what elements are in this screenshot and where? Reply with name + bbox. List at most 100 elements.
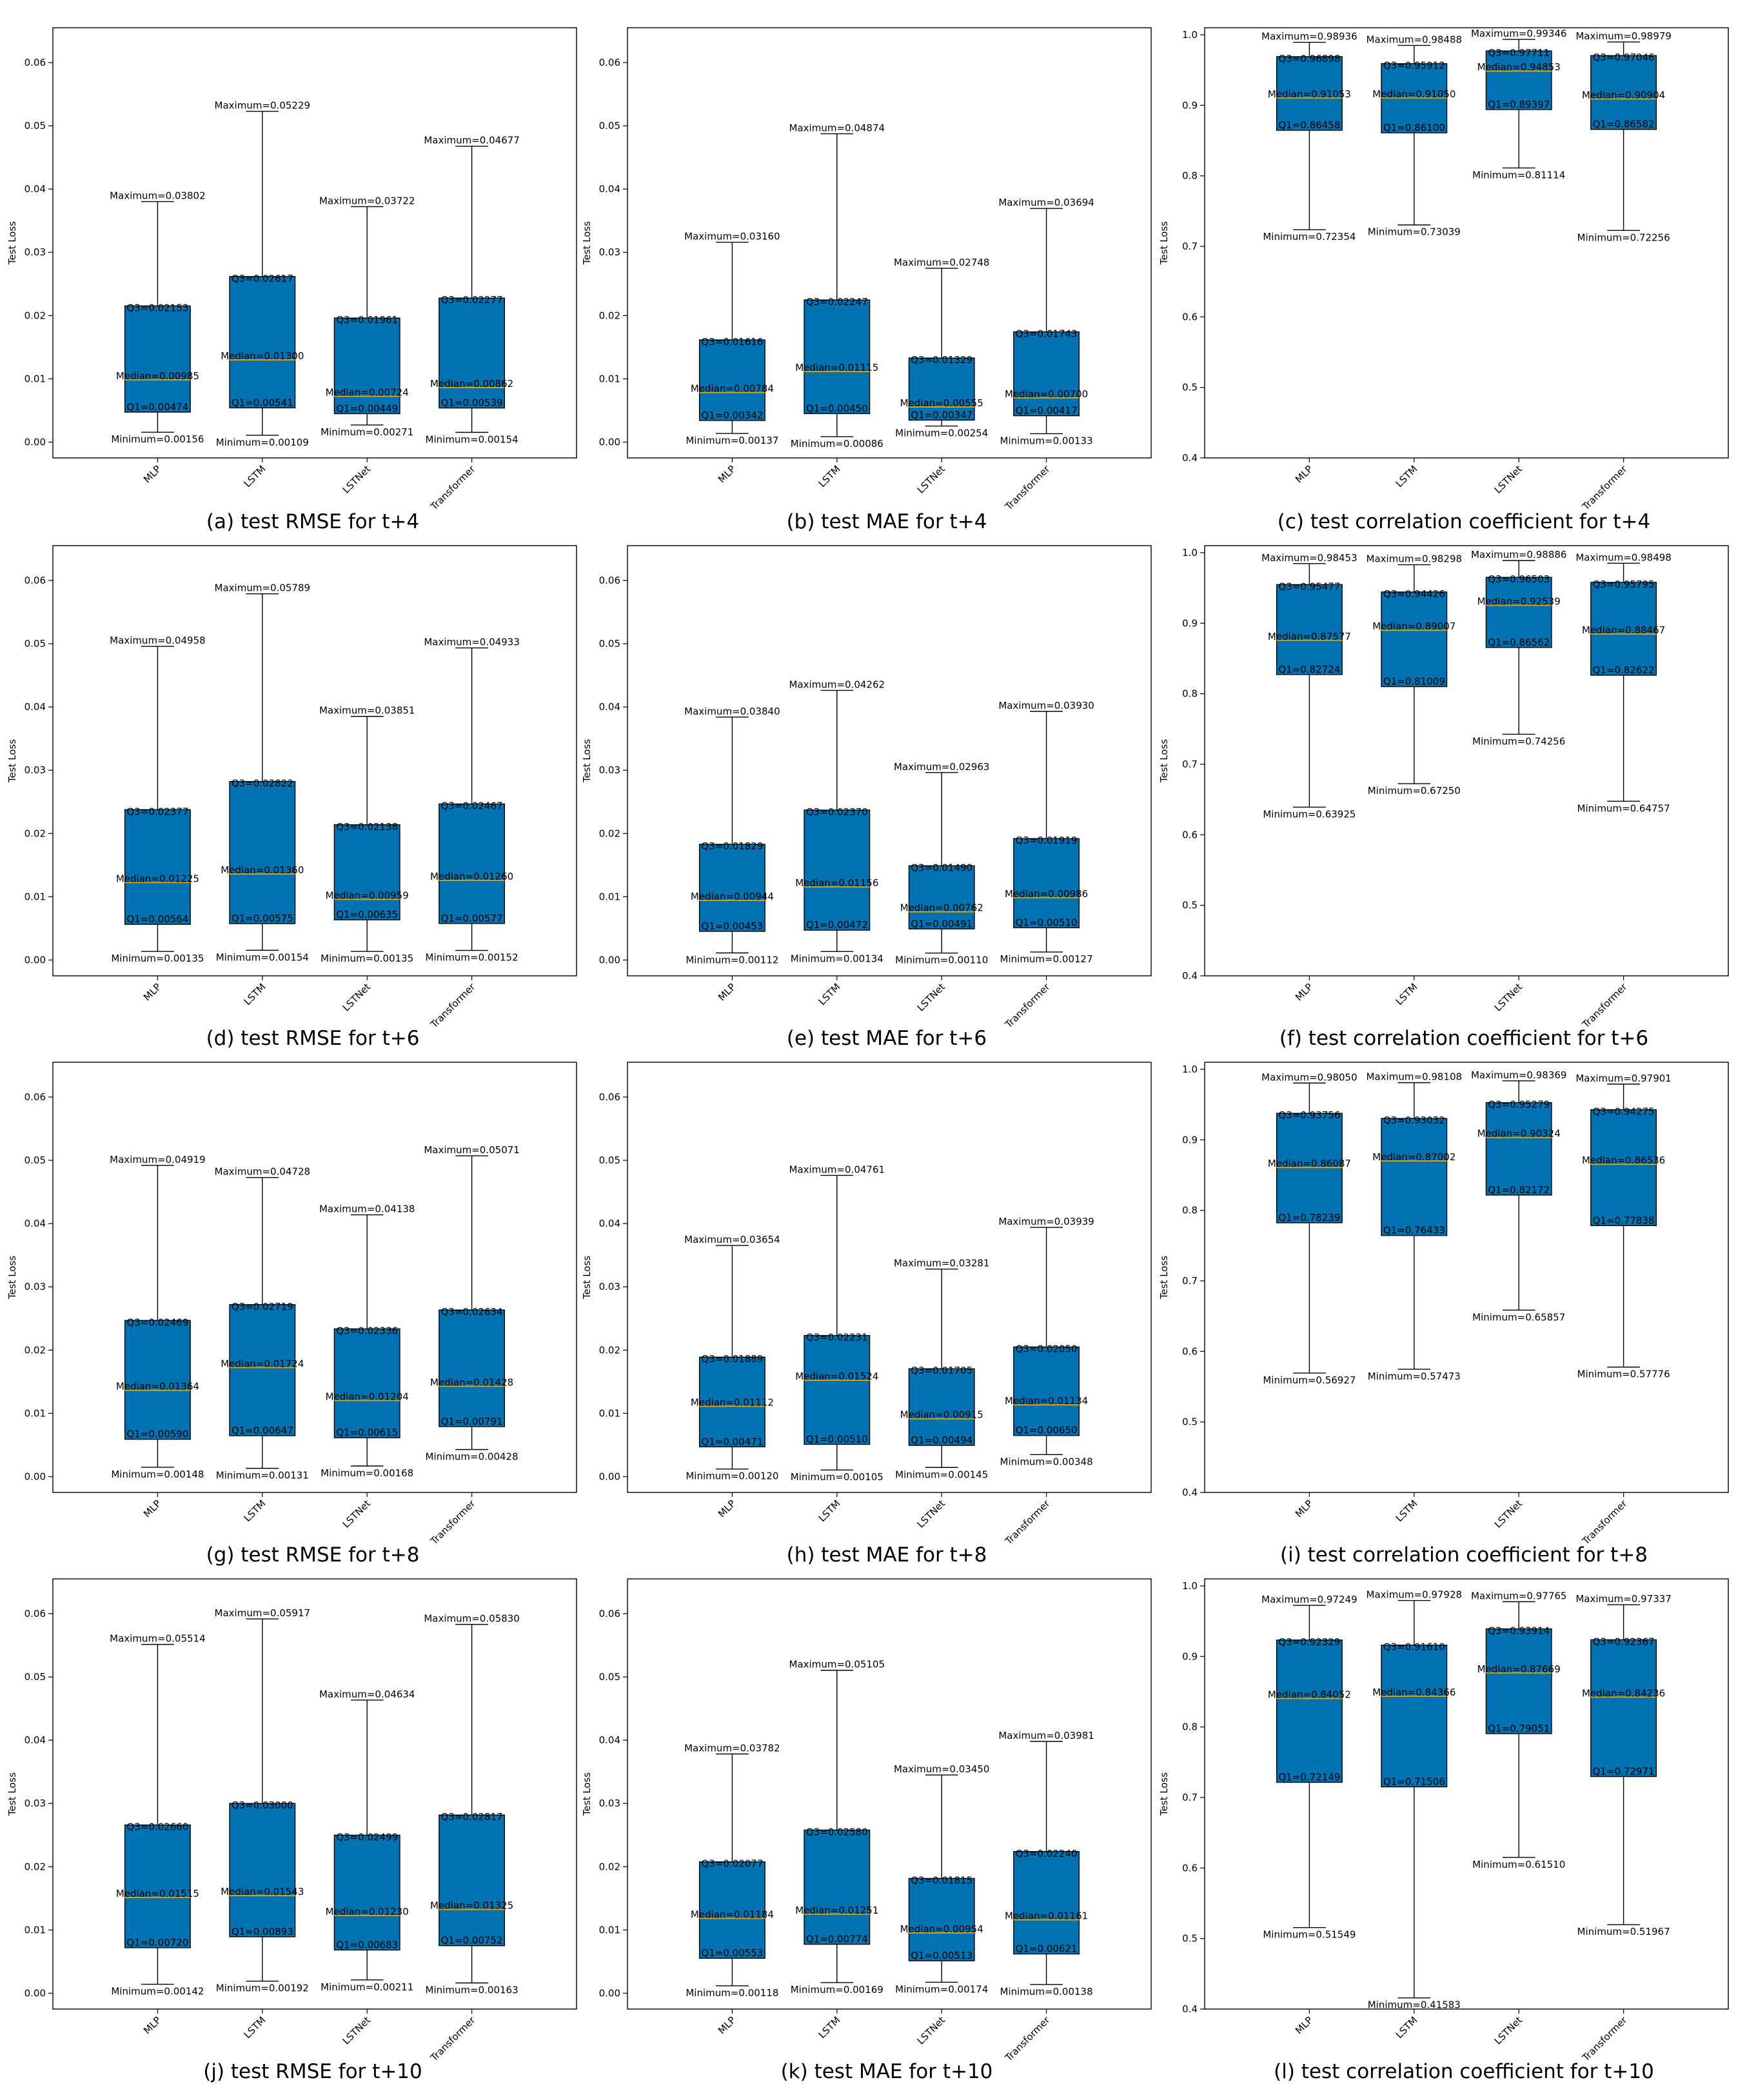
y-tick-label: 0.05: [599, 1154, 620, 1166]
median-label: Median=0.01134: [1005, 1395, 1088, 1407]
max-label: Maximum=0.97249: [1261, 1594, 1357, 1605]
q1-label: Q1=0.00635: [336, 909, 398, 920]
median-label: Median=0.00555: [900, 397, 983, 409]
chart-h: 0.00 0.01 0.02 0.03 0.04 0.05 0.06 Test Loss Max…: [581, 1062, 1152, 1547]
box-lstm: Maximum=0.97928 Q3=0.91610 Median=0.84366 Q…: [1367, 1589, 1463, 2011]
q3-label: Q3=0.95477: [1278, 580, 1340, 592]
max-label: Maximum=0.04138: [319, 1204, 415, 1215]
min-label: Minimum=0.00118: [686, 1987, 778, 1999]
median-label: Median=0.01428: [430, 1376, 513, 1388]
x-tick-label: Transformer: [1579, 2014, 1630, 2065]
q1-label: Q1=0.00647: [232, 1425, 293, 1436]
y-tick-label: 0.05: [599, 1671, 620, 1683]
y-tick-label: 0.5: [1182, 1933, 1198, 1945]
median-label: Median=0.88467: [1582, 624, 1665, 636]
box-mlp: Maximum=0.98453 Q3=0.95477 Median=0.87577 Q…: [1261, 552, 1357, 820]
box-transformer: Maximum=0.03694 Q3=0.01743 Median=0.00700 Q…: [998, 197, 1094, 446]
y-tick-label: 0.02: [25, 1344, 46, 1356]
q3-label: Q3=0.97046: [1593, 52, 1655, 63]
max-label: Maximum=0.03981: [998, 1730, 1094, 1741]
q3-label: Q3=0.02499: [336, 1831, 398, 1843]
q1-label: Q1=0.86458: [1278, 119, 1340, 131]
q3-label: Q3=0.95912: [1383, 60, 1445, 72]
max-label: Maximum=0.98298: [1367, 553, 1463, 565]
q1-label: Q1=0.00450: [806, 402, 868, 414]
median-label: Median=0.01204: [326, 1391, 409, 1402]
box-transformer: Maximum=0.97337 Q3=0.92367 Median=0.84236 Q…: [1575, 1593, 1672, 1937]
min-label: Minimum=0.00135: [321, 953, 413, 964]
median-label: Median=0.00954: [900, 1923, 983, 1935]
q3-label: Q3=0.02719: [232, 1301, 293, 1312]
box-lstm: Maximum=0.05229 Q3=0.02617 Median=0.01300 Q…: [215, 100, 311, 448]
x-tick-label: MLP: [716, 1498, 738, 1520]
min-label: Minimum=0.73039: [1368, 226, 1461, 238]
median-label: Median=0.87669: [1477, 1663, 1561, 1675]
q3-label: Q3=0.02660: [126, 1821, 188, 1833]
y-tick-label: 0.04: [25, 183, 46, 195]
median-label: Median=0.00762: [900, 902, 983, 914]
q1-label: Q1=0.00513: [911, 1950, 972, 1961]
iqr-box: [1276, 584, 1343, 675]
y-tick-label: 0.06: [599, 1608, 620, 1620]
box-mlp: Maximum=0.03840 Q3=0.01829 Median=0.00944 Q…: [684, 706, 780, 966]
q3-label: Q3=0.01616: [701, 336, 763, 348]
x-tick-label: LSTM: [1394, 2014, 1420, 2041]
max-label: Maximum=0.98936: [1261, 31, 1357, 43]
box-mlp: Maximum=0.03654 Q3=0.01889 Median=0.01112 Q…: [684, 1234, 780, 1482]
y-axis-label: Test Loss: [1158, 221, 1170, 265]
box-lstnet: Maximum=0.03722 Q3=0.01961 Median=0.00724 Q…: [319, 195, 415, 438]
y-tick-label: 0.02: [599, 1344, 620, 1356]
min-label: Minimum=0.67250: [1368, 785, 1461, 797]
box-lstnet: Maximum=0.04634 Q3=0.02499 Median=0.01230 Q…: [319, 1689, 415, 1993]
y-tick-label: 0.06: [25, 1608, 46, 1620]
y-tick-label: 0.06: [599, 57, 620, 68]
min-label: Minimum=0.00163: [426, 1984, 518, 1996]
median-label: Median=0.00944: [691, 891, 774, 902]
box-lstm: Maximum=0.98108 Q3=0.93032 Median=0.87002 Q…: [1367, 1071, 1463, 1382]
x-tick-label: Transformer: [1002, 2014, 1052, 2065]
axes-frame: [627, 1578, 1152, 2010]
x-tick-label: LSTNet: [915, 981, 948, 1014]
q3-label: Q3=0.94426: [1383, 588, 1445, 600]
max-label: Maximum=0.97928: [1367, 1589, 1463, 1601]
box-mlp: Maximum=0.04919 Q3=0.02469 Median=0.01364 Q…: [110, 1154, 206, 1480]
box-transformer: Maximum=0.03981 Q3=0.02240 Median=0.01161 Q…: [998, 1730, 1094, 1997]
max-label: Maximum=0.04958: [110, 635, 206, 646]
y-tick-label: 0.04: [25, 1218, 46, 1229]
q1-label: Q1=0.00720: [126, 1937, 188, 1948]
iqr-box: [698, 1861, 765, 1959]
iqr-box: [229, 1803, 296, 1937]
iqr-box: [804, 299, 871, 415]
median-label: Median=0.01225: [116, 873, 199, 884]
max-label: Maximum=0.99346: [1471, 28, 1567, 39]
max-label: Maximum=0.98979: [1575, 30, 1672, 42]
y-tick-label: 0.06: [25, 57, 46, 68]
y-tick-label: 0.01: [25, 373, 46, 384]
chart-a: 0.00 0.01 0.02 0.03 0.04 0.05 0.06 Test Loss Max…: [6, 27, 577, 513]
median-label: Median=0.89007: [1372, 620, 1456, 632]
q1-label: Q1=0.00650: [1016, 1425, 1078, 1436]
caption-h: (h) test MAE for t+8: [786, 1543, 987, 1567]
max-label: Maximum=0.05514: [110, 1633, 206, 1645]
q1-label: Q1=0.00453: [701, 920, 763, 932]
y-axis-label: Test Loss: [1158, 1772, 1170, 1816]
iqr-box: [698, 844, 765, 932]
box-transformer: Maximum=0.98979 Q3=0.97046 Median=0.90904 Q…: [1575, 30, 1672, 243]
box-mlp: Maximum=0.03782 Q3=0.02077 Median=0.01184 Q…: [684, 1743, 780, 1999]
q1-label: Q1=0.79051: [1488, 1723, 1550, 1734]
max-label: Maximum=0.05071: [424, 1144, 520, 1156]
y-tick-label: 0.06: [25, 575, 46, 586]
x-tick-label: Transformer: [1002, 463, 1052, 513]
iqr-box: [1276, 1639, 1343, 1783]
max-label: Maximum=0.98453: [1261, 552, 1357, 564]
chart-d: 0.00 0.01 0.02 0.03 0.04 0.05 0.06 Test Loss Max…: [6, 545, 577, 1031]
q1-label: Q1=0.00539: [441, 397, 503, 409]
q1-label: Q1=0.00791: [441, 1416, 503, 1427]
q3-label: Q3=0.96898: [1278, 53, 1340, 64]
iqr-box: [1590, 582, 1657, 676]
y-tick-label: 0.4: [1182, 452, 1198, 464]
x-tick-label: LSTNet: [915, 1498, 948, 1530]
x-tick-label: LSTM: [242, 463, 268, 490]
x-tick-label: LSTNet: [915, 463, 948, 496]
box-lstm: Maximum=0.98488 Q3=0.95912 Median=0.91050 Q…: [1367, 34, 1463, 237]
